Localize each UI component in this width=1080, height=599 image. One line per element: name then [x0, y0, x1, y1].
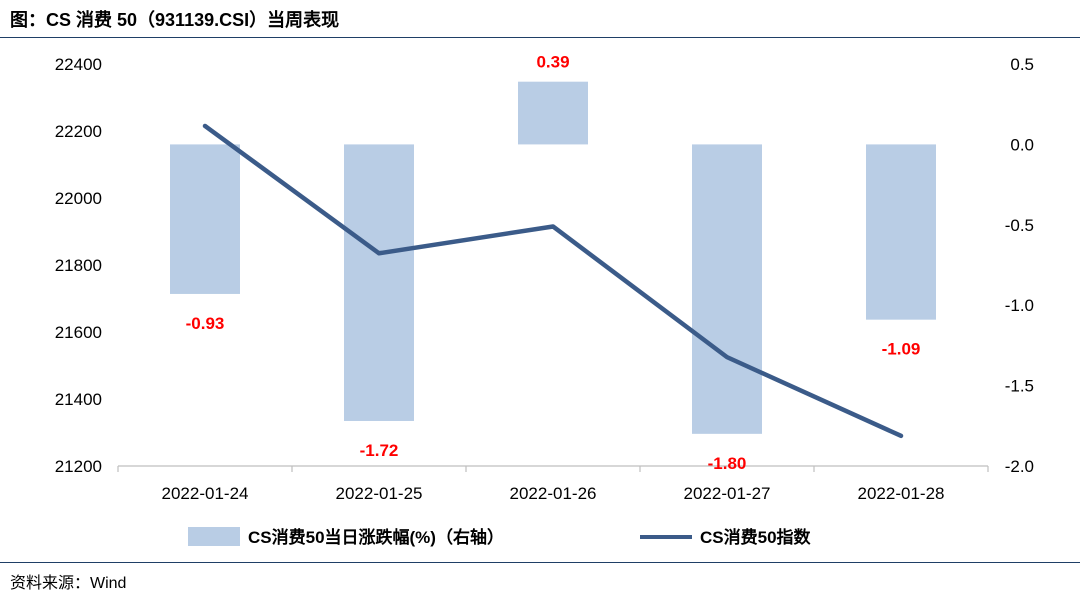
- bar: [692, 144, 762, 434]
- top-rule: [0, 37, 1080, 38]
- line-series: [202, 123, 904, 439]
- source-note: 资料来源：Wind: [10, 575, 127, 592]
- x-axis-labels: 2022-01-24 2022-01-25 2022-01-26 2022-01-27…: [162, 484, 945, 503]
- x-tick-label: 2022-01-24: [162, 484, 249, 503]
- bar: [344, 144, 414, 421]
- right-tick-label: -1.5: [1005, 377, 1034, 396]
- left-tick-label: 21600: [55, 323, 102, 342]
- x-tick-label: 2022-01-28: [858, 484, 945, 503]
- data-label: -1.72: [360, 441, 399, 460]
- data-label: 0.39: [536, 53, 569, 72]
- x-tick-label: 2022-01-26: [510, 484, 597, 503]
- left-tick-label: 22200: [55, 122, 102, 141]
- bottom-rule: [0, 562, 1080, 563]
- data-label: -1.80: [708, 454, 747, 473]
- x-tick-marks: [117, 466, 989, 472]
- bar: [518, 81, 588, 145]
- data-label: -1.09: [882, 340, 921, 359]
- left-tick-label: 22400: [55, 55, 102, 74]
- right-tick-label: -1.0: [1005, 296, 1034, 315]
- index-line: [202, 123, 904, 439]
- right-tick-label: -0.5: [1005, 216, 1034, 235]
- legend-bar-label: CS消费50当日涨跌幅(%)（右轴）: [248, 527, 504, 547]
- x-tick-label: 2022-01-27: [684, 484, 771, 503]
- right-axis-ticks: -2.0 -1.5 -1.0 -0.5 0.0 0.5: [1005, 55, 1034, 476]
- right-tick-label: 0.0: [1010, 135, 1034, 154]
- legend-bar-swatch: [188, 527, 240, 546]
- left-tick-label: 21200: [55, 457, 102, 476]
- bar: [866, 144, 936, 320]
- left-tick-label: 21800: [55, 256, 102, 275]
- left-axis-ticks: 21200 21400 21600 21800 22000 22200 22400: [55, 55, 102, 476]
- data-label: -0.93: [186, 314, 225, 333]
- left-tick-label: 22000: [55, 189, 102, 208]
- legend-line-label: CS消费50指数: [700, 527, 812, 547]
- bar: [170, 144, 240, 294]
- legend: CS消费50当日涨跌幅(%)（右轴） CS消费50指数: [188, 527, 812, 547]
- right-tick-label: 0.5: [1010, 55, 1034, 74]
- data-labels: -0.93 -1.72 0.39 -1.80 -1.09: [186, 53, 921, 473]
- left-tick-label: 21400: [55, 390, 102, 409]
- chart-title: 图：CS 消费 50（931139.CSI）当周表现: [10, 10, 340, 30]
- right-tick-label: -2.0: [1005, 457, 1034, 476]
- x-tick-label: 2022-01-25: [336, 484, 423, 503]
- bar-series: [170, 81, 936, 434]
